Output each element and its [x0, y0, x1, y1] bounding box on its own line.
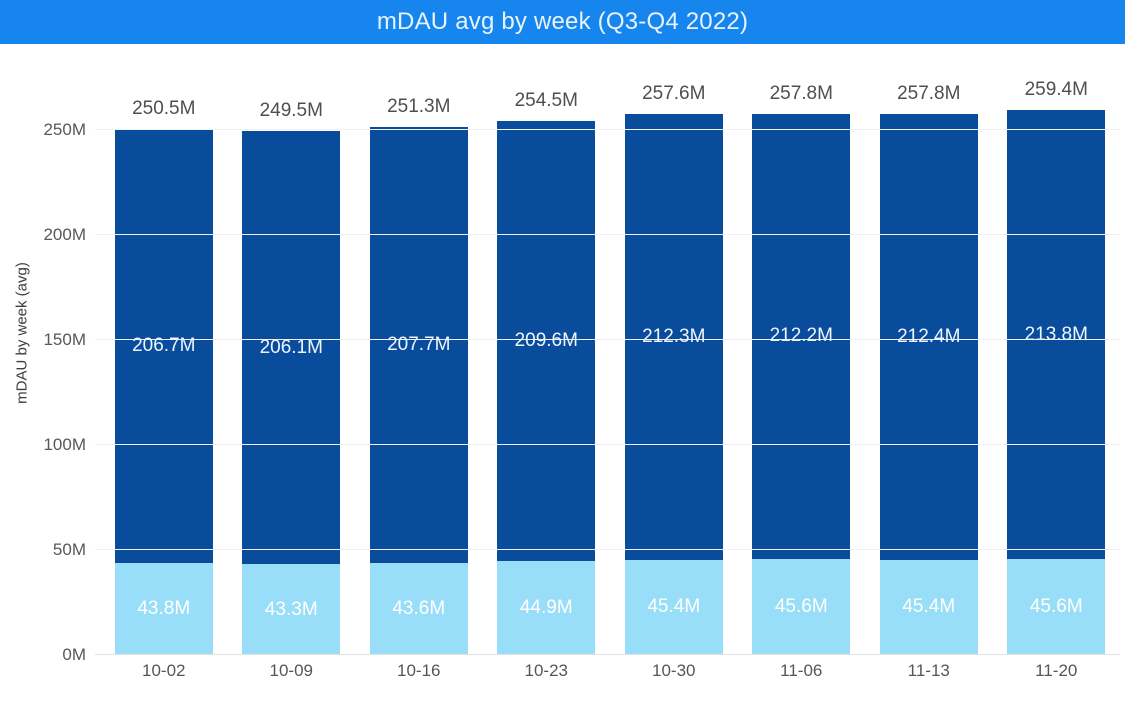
- bars-container: 250.5M 206.7M 43.8M 249.5M 206.1M 43.3M 251.3M…: [100, 44, 1120, 655]
- y-tick-label: 100M: [43, 435, 86, 454]
- chart-header: mDAU avg by week (Q3-Q4 2022): [0, 0, 1125, 44]
- x-tick-label: 11-06: [780, 661, 823, 680]
- y-axis: 0M 50M 100M 150M 200M 250M: [0, 44, 92, 664]
- bar-total-label: 257.8M: [897, 82, 961, 104]
- x-tick-label: 11-20: [1035, 661, 1078, 680]
- y-tick-label: 150M: [43, 330, 86, 349]
- x-axis: 10-02 10-09 10-16 10-23 10-30 11-06 11-13 11-20: [100, 661, 1120, 681]
- bar-segment-light: 43.3M: [242, 564, 341, 655]
- bar-segment-light: 43.6M: [369, 563, 468, 655]
- gridline: [95, 549, 1120, 550]
- gridline: [95, 444, 1120, 445]
- x-tick-label: 10-30: [652, 661, 696, 680]
- bar-total-label: 249.5M: [259, 100, 323, 122]
- x-tick-label: 10-09: [269, 661, 313, 680]
- x-axis-baseline: [95, 654, 1120, 655]
- bar-column: 257.6M 212.3M 45.4M: [624, 82, 723, 655]
- bar-segment-dark: 209.6M: [497, 120, 596, 561]
- bar-segment-dark: 213.8M: [1007, 110, 1106, 560]
- bar-column: 257.8M 212.4M 45.4M: [879, 82, 978, 655]
- bar-segment-light: 45.4M: [624, 559, 723, 655]
- x-tick-label: 10-16: [397, 661, 441, 680]
- bar-segment-dark: 206.7M: [114, 128, 213, 564]
- bar-segment-dark: 212.3M: [624, 113, 723, 560]
- bar-total-label: 251.3M: [387, 96, 451, 118]
- bar-segment-dark: 206.1M: [242, 131, 341, 565]
- bar-column: 251.3M 207.7M 43.6M: [369, 96, 468, 655]
- bar-total-label: 257.6M: [642, 82, 706, 104]
- x-tick-label: 10-02: [142, 661, 186, 680]
- gridline: [95, 234, 1120, 235]
- bar-segment-light: 45.4M: [879, 559, 978, 655]
- x-tick-label: 11-13: [907, 661, 950, 680]
- bar-segment-dark: 212.2M: [752, 113, 851, 560]
- bar-segment-light: 44.9M: [497, 560, 596, 655]
- bar-segment-light: 45.6M: [752, 559, 851, 655]
- bar-column: 254.5M 209.6M 44.9M: [497, 89, 596, 655]
- gridline: [95, 339, 1120, 340]
- bar-column: 257.8M 212.2M 45.6M: [752, 82, 851, 655]
- bar-segment-dark: 212.4M: [879, 113, 978, 560]
- y-tick-label: 250M: [43, 120, 86, 139]
- x-tick-label: 10-23: [524, 661, 568, 680]
- y-tick-label: 200M: [43, 225, 86, 244]
- bar-total-label: 257.8M: [769, 82, 833, 104]
- bar-column: 250.5M 206.7M 43.8M: [114, 97, 213, 655]
- bar-column: 259.4M 213.8M 45.6M: [1007, 79, 1106, 655]
- bar-total-label: 254.5M: [514, 89, 578, 111]
- bar-total-label: 250.5M: [132, 97, 196, 119]
- bar-column: 249.5M 206.1M 43.3M: [242, 100, 341, 655]
- plot-area: 250.5M 206.7M 43.8M 249.5M 206.1M 43.3M 251.3M…: [95, 44, 1120, 655]
- chart-title: mDAU avg by week (Q3-Q4 2022): [376, 8, 749, 35]
- bar-segment-dark: 207.7M: [369, 127, 468, 564]
- y-tick-label: 0M: [62, 645, 86, 664]
- gridline: [95, 129, 1120, 130]
- bar-total-label: 259.4M: [1024, 79, 1088, 101]
- bar-segment-light: 43.8M: [114, 563, 213, 655]
- bar-segment-light: 45.6M: [1007, 559, 1106, 655]
- y-tick-label: 50M: [52, 540, 86, 559]
